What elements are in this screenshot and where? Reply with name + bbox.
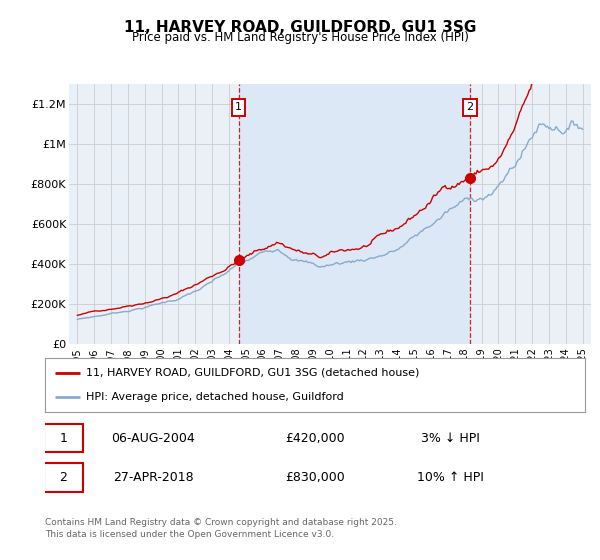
- Text: 1: 1: [59, 432, 67, 445]
- Text: 10% ↑ HPI: 10% ↑ HPI: [416, 471, 484, 484]
- Bar: [239, 84, 470, 344]
- Text: Price paid vs. HM Land Registry's House Price Index (HPI): Price paid vs. HM Land Registry's House …: [131, 31, 469, 44]
- FancyBboxPatch shape: [44, 463, 83, 492]
- Text: 06-AUG-2004: 06-AUG-2004: [111, 432, 195, 445]
- Text: 2: 2: [59, 471, 67, 484]
- Text: 3% ↓ HPI: 3% ↓ HPI: [421, 432, 479, 445]
- Text: HPI: Average price, detached house, Guildford: HPI: Average price, detached house, Guil…: [86, 392, 343, 402]
- Text: £420,000: £420,000: [285, 432, 345, 445]
- Text: 11, HARVEY ROAD, GUILDFORD, GU1 3SG: 11, HARVEY ROAD, GUILDFORD, GU1 3SG: [124, 20, 476, 35]
- Text: 11, HARVEY ROAD, GUILDFORD, GU1 3SG (detached house): 11, HARVEY ROAD, GUILDFORD, GU1 3SG (det…: [86, 368, 419, 378]
- Text: 2: 2: [467, 102, 473, 113]
- Text: 27-APR-2018: 27-APR-2018: [113, 471, 193, 484]
- FancyBboxPatch shape: [44, 424, 83, 452]
- Text: £830,000: £830,000: [285, 471, 345, 484]
- Text: Contains HM Land Registry data © Crown copyright and database right 2025.
This d: Contains HM Land Registry data © Crown c…: [45, 518, 397, 539]
- Text: 1: 1: [235, 102, 242, 113]
